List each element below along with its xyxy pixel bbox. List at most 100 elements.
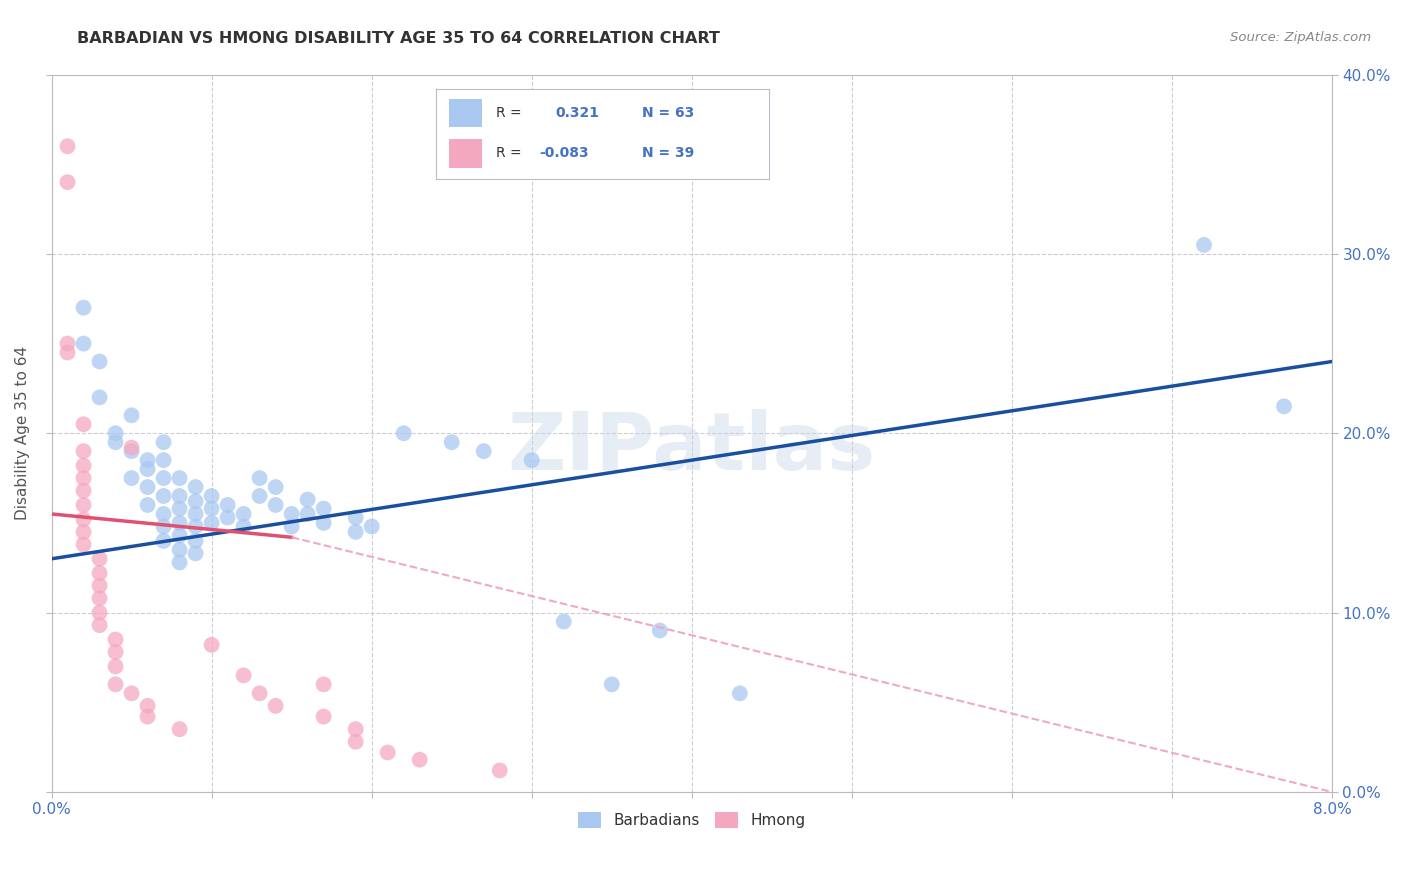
Point xyxy=(184,546,207,560)
Point xyxy=(184,507,207,521)
Point xyxy=(152,507,174,521)
Point xyxy=(72,483,94,498)
Text: Source: ZipAtlas.com: Source: ZipAtlas.com xyxy=(1230,31,1371,45)
Point xyxy=(136,709,159,723)
Point xyxy=(344,735,367,749)
Point xyxy=(56,175,79,189)
Point xyxy=(89,551,111,566)
Text: BARBADIAN VS HMONG DISABILITY AGE 35 TO 64 CORRELATION CHART: BARBADIAN VS HMONG DISABILITY AGE 35 TO … xyxy=(77,31,720,46)
Point xyxy=(152,453,174,467)
Point xyxy=(72,524,94,539)
Point xyxy=(169,501,191,516)
Point xyxy=(249,489,271,503)
Point xyxy=(152,533,174,548)
Point xyxy=(56,345,79,359)
Y-axis label: Disability Age 35 to 64: Disability Age 35 to 64 xyxy=(15,346,30,520)
Point xyxy=(200,516,222,530)
Point xyxy=(1272,400,1295,414)
Point xyxy=(360,519,382,533)
Point xyxy=(169,528,191,542)
Point xyxy=(408,753,430,767)
Point xyxy=(344,524,367,539)
Point xyxy=(169,722,191,736)
Point xyxy=(89,390,111,404)
Point xyxy=(104,645,127,659)
Point xyxy=(297,492,319,507)
Point xyxy=(104,677,127,691)
Point xyxy=(72,301,94,315)
Point xyxy=(249,686,271,700)
Point xyxy=(312,516,335,530)
Point xyxy=(232,519,254,533)
Point xyxy=(648,624,671,638)
Point xyxy=(72,498,94,512)
Point xyxy=(297,507,319,521)
Point xyxy=(121,444,143,458)
Point xyxy=(264,698,287,713)
Point xyxy=(104,426,127,441)
Point xyxy=(72,336,94,351)
Legend: Barbadians, Hmong: Barbadians, Hmong xyxy=(572,806,811,835)
Point xyxy=(200,638,222,652)
Point xyxy=(72,471,94,485)
Point xyxy=(72,512,94,526)
Point xyxy=(104,659,127,673)
Point xyxy=(104,435,127,450)
Point xyxy=(72,537,94,551)
Point xyxy=(264,480,287,494)
Point xyxy=(169,542,191,557)
Point xyxy=(136,462,159,476)
Point xyxy=(280,507,302,521)
Point xyxy=(89,354,111,368)
Point xyxy=(520,453,543,467)
Point xyxy=(377,746,399,760)
Point xyxy=(152,435,174,450)
Point xyxy=(1192,238,1215,252)
Point xyxy=(440,435,463,450)
Point xyxy=(728,686,751,700)
Point xyxy=(312,709,335,723)
Point xyxy=(217,510,239,524)
Point xyxy=(472,444,495,458)
Point xyxy=(72,417,94,432)
Point xyxy=(184,494,207,508)
Point xyxy=(553,615,575,629)
Point xyxy=(121,471,143,485)
Point xyxy=(200,501,222,516)
Point xyxy=(169,555,191,569)
Point xyxy=(136,498,159,512)
Point xyxy=(200,489,222,503)
Text: ZIPatlas: ZIPatlas xyxy=(508,409,876,487)
Point xyxy=(136,698,159,713)
Point xyxy=(89,579,111,593)
Point xyxy=(344,510,367,524)
Point xyxy=(152,519,174,533)
Point xyxy=(72,458,94,473)
Point xyxy=(56,139,79,153)
Point xyxy=(136,453,159,467)
Point xyxy=(152,489,174,503)
Point xyxy=(184,533,207,548)
Point xyxy=(104,632,127,647)
Point xyxy=(169,471,191,485)
Point xyxy=(280,519,302,533)
Point xyxy=(264,498,287,512)
Point xyxy=(89,591,111,606)
Point xyxy=(600,677,623,691)
Point xyxy=(56,336,79,351)
Point xyxy=(169,516,191,530)
Point xyxy=(392,426,415,441)
Point xyxy=(169,489,191,503)
Point xyxy=(312,677,335,691)
Point xyxy=(249,471,271,485)
Point xyxy=(184,519,207,533)
Point xyxy=(136,480,159,494)
Point xyxy=(72,444,94,458)
Point xyxy=(232,668,254,682)
Point xyxy=(232,507,254,521)
Point xyxy=(121,686,143,700)
Point xyxy=(89,618,111,632)
Point xyxy=(121,409,143,423)
Point xyxy=(152,471,174,485)
Point xyxy=(488,764,510,778)
